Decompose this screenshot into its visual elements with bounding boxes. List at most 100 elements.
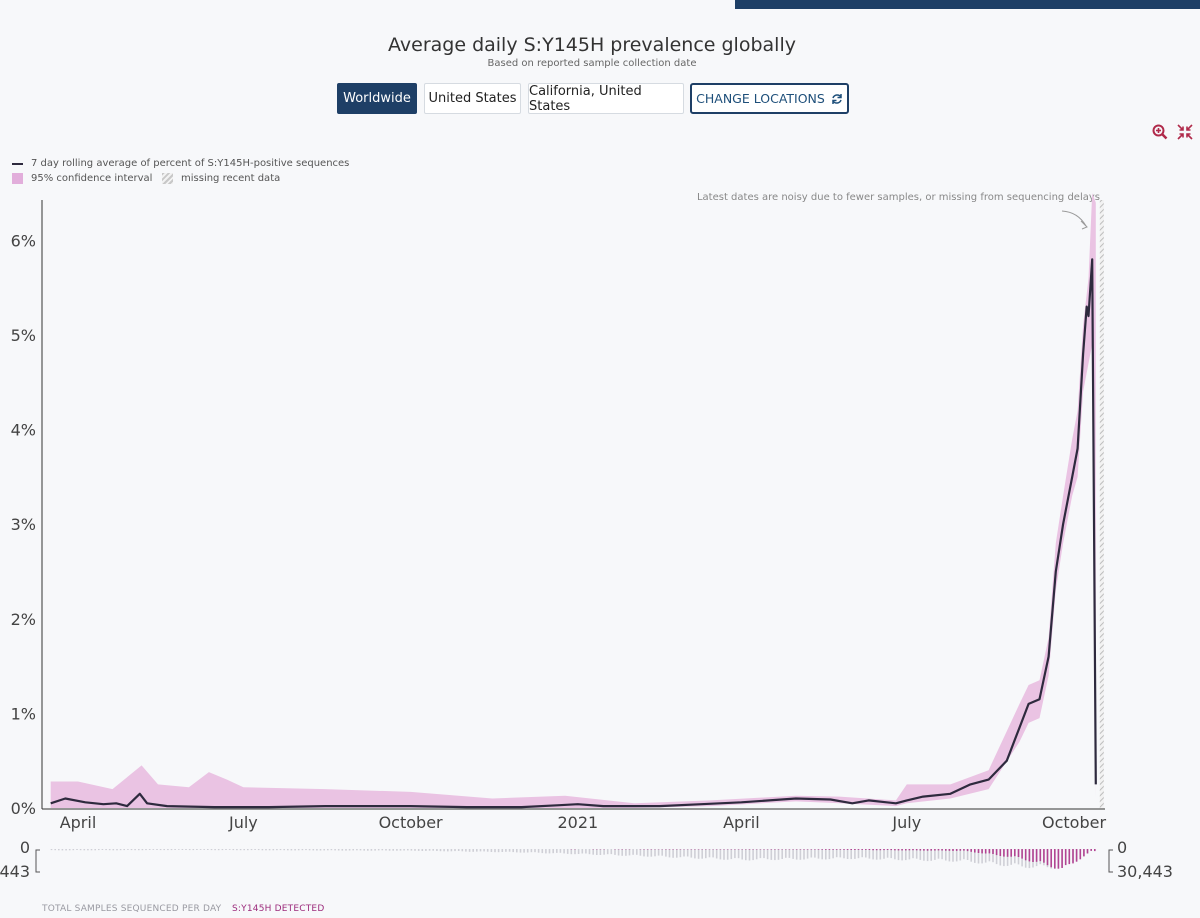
total-samples-bar bbox=[774, 849, 776, 861]
detected-samples-bar bbox=[1021, 849, 1023, 859]
total-samples-bar bbox=[865, 849, 867, 858]
detected-samples-bar bbox=[861, 849, 863, 850]
detected-samples-bar bbox=[1057, 849, 1060, 869]
total-samples-bar bbox=[828, 849, 831, 860]
total-samples-bar bbox=[287, 849, 289, 851]
total-samples-bar bbox=[239, 849, 242, 851]
detected-samples-bar bbox=[905, 849, 907, 851]
detected-samples-bar bbox=[1090, 849, 1092, 851]
detected-samples-bar bbox=[1028, 849, 1031, 862]
y-tick-label: 1% bbox=[11, 704, 36, 723]
total-samples-bar bbox=[283, 849, 285, 851]
total-samples-bar bbox=[410, 849, 413, 851]
total-samples-bar bbox=[875, 849, 878, 860]
detected-samples-bar bbox=[919, 849, 922, 851]
legend-line-label: 7 day rolling average of percent of S:Y1… bbox=[31, 158, 350, 169]
detected-samples-bar bbox=[897, 849, 900, 851]
change-locations-label: CHANGE LOCATIONS bbox=[696, 91, 825, 106]
total-samples-bar bbox=[632, 849, 634, 855]
location-button-california[interactable]: California, United States bbox=[528, 83, 684, 114]
total-samples-bar bbox=[719, 849, 722, 860]
total-samples-bar bbox=[894, 849, 896, 860]
legend-missing-item: missing recent data bbox=[162, 173, 280, 184]
detected-samples-bar bbox=[810, 849, 813, 850]
total-samples-bar bbox=[810, 849, 813, 858]
location-button-united-states[interactable]: United States bbox=[424, 83, 521, 114]
total-samples-bar bbox=[501, 849, 504, 852]
total-samples-bar bbox=[799, 849, 802, 860]
total-samples-bar bbox=[305, 849, 307, 851]
total-samples-bar bbox=[279, 849, 282, 851]
total-samples-bar bbox=[690, 849, 693, 858]
detected-samples-bar bbox=[770, 849, 773, 850]
confidence-interval-band bbox=[50, 193, 1096, 809]
total-samples-bar bbox=[846, 849, 849, 859]
left-bar-bracket bbox=[35, 849, 40, 873]
total-samples-bar bbox=[715, 849, 718, 859]
change-locations-button[interactable]: CHANGE LOCATIONS bbox=[690, 83, 849, 114]
total-samples-bar bbox=[697, 849, 700, 859]
legend-ci-item: 95% confidence interval bbox=[12, 173, 152, 184]
detected-samples-bar bbox=[948, 849, 951, 851]
total-samples-bar bbox=[192, 849, 195, 851]
total-samples-bar bbox=[432, 849, 434, 851]
total-samples-bar bbox=[679, 849, 682, 858]
detected-samples-bar bbox=[945, 849, 947, 851]
total-samples-bar bbox=[265, 849, 267, 851]
total-samples-bar bbox=[599, 849, 602, 855]
total-samples-bar bbox=[228, 849, 231, 850]
detected-samples-bar bbox=[835, 849, 838, 850]
detected-samples-bar bbox=[992, 849, 994, 854]
total-samples-bar bbox=[254, 849, 256, 850]
detected-samples-bar bbox=[915, 849, 918, 851]
total-samples-bar bbox=[348, 849, 351, 851]
x-tick-label: July bbox=[891, 813, 921, 832]
total-samples-bar bbox=[163, 849, 165, 851]
total-samples-bar bbox=[984, 849, 987, 863]
total-samples-bar bbox=[232, 849, 235, 851]
detected-samples-bar bbox=[995, 849, 998, 856]
total-samples-bar bbox=[276, 849, 278, 851]
total-samples-bar bbox=[112, 849, 115, 851]
total-samples-bar bbox=[76, 849, 78, 850]
total-samples-bar bbox=[399, 849, 402, 851]
total-samples-bar bbox=[955, 849, 958, 862]
total-samples-bar bbox=[108, 849, 111, 851]
detected-samples-bar bbox=[1068, 849, 1071, 865]
collapse-icon[interactable] bbox=[1177, 124, 1193, 140]
detected-samples-bar bbox=[1079, 849, 1082, 860]
total-samples-bar bbox=[625, 849, 627, 856]
zoom-in-icon[interactable] bbox=[1152, 124, 1168, 140]
detected-samples-bar bbox=[799, 849, 802, 850]
legend-line-swatch bbox=[12, 162, 23, 165]
total-samples-bar bbox=[330, 849, 333, 851]
total-samples-bar bbox=[403, 849, 405, 851]
total-samples-bar bbox=[999, 849, 1002, 866]
total-samples-bar bbox=[308, 849, 311, 851]
detected-samples-bar bbox=[832, 849, 834, 850]
detected-samples-bar bbox=[963, 849, 965, 851]
legend-missing-label: missing recent data bbox=[181, 173, 281, 184]
detected-samples-bar bbox=[970, 849, 972, 852]
total-samples-bar bbox=[505, 849, 507, 852]
detected-samples-bar bbox=[955, 849, 958, 851]
total-samples-bar bbox=[98, 849, 100, 851]
total-samples-bar bbox=[170, 849, 173, 851]
detected-samples-bar bbox=[1039, 849, 1042, 862]
detected-samples-bar bbox=[923, 849, 925, 851]
chart-subtitle: Based on reported sample collection date bbox=[487, 58, 697, 69]
total-samples-bar bbox=[319, 849, 322, 851]
total-samples-bar bbox=[934, 849, 936, 860]
total-samples-bar bbox=[534, 849, 536, 853]
total-samples-bar bbox=[243, 849, 245, 851]
total-samples-bar bbox=[486, 849, 489, 852]
total-samples-bar bbox=[490, 849, 493, 852]
location-button-worldwide[interactable]: Worldwide bbox=[337, 83, 417, 114]
total-samples-bar bbox=[359, 849, 362, 851]
y-tick-label: 3% bbox=[11, 515, 36, 534]
total-samples-bar bbox=[672, 849, 674, 858]
total-samples-bar bbox=[436, 849, 438, 851]
total-samples-bar bbox=[665, 849, 667, 857]
total-samples-bar bbox=[610, 849, 613, 855]
total-samples-bar bbox=[643, 849, 645, 857]
